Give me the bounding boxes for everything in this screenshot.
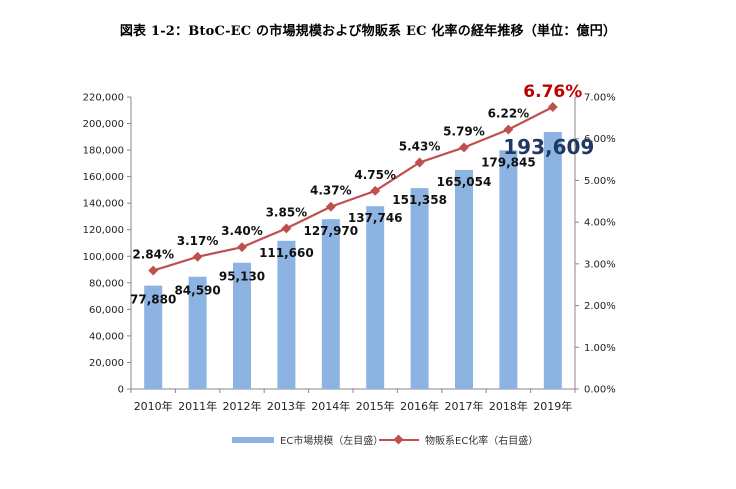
right-axis-tick-label: 3.00% <box>584 259 616 270</box>
line-data-label: 4.37% <box>310 184 352 198</box>
right-axis-tick-label: 1.00% <box>584 343 616 354</box>
left-axis-tick-label: 100,000 <box>83 252 124 263</box>
right-axis-tick-label: 7.00% <box>584 93 616 104</box>
left-axis-tick-label: 60,000 <box>89 305 124 316</box>
right-axis-tick-label: 2.00% <box>584 301 616 312</box>
line-data-label: 3.85% <box>266 205 308 219</box>
line-data-label: 5.79% <box>443 124 485 138</box>
bar-2015 <box>366 206 385 389</box>
line-data-label: 6.22% <box>488 107 530 121</box>
left-axis-tick-label: 200,000 <box>83 119 124 130</box>
x-axis-tick-label: 2010年 <box>134 399 173 413</box>
bar-data-label: 193,609 <box>503 135 594 159</box>
x-axis-tick-label: 2014年 <box>311 399 350 413</box>
right-axis-tick-label: 0.00% <box>584 385 616 396</box>
legend-label-ec-market: EC市場規模（左目盛） <box>280 436 384 447</box>
chart-title: 図表 1-2：BtoC-EC の市場規模および物販系 EC 化率の経年推移（単位… <box>119 24 617 39</box>
bar-2013 <box>277 240 296 389</box>
legend-label-ec-ratio: 物販系EC化率（右目盛） <box>425 436 539 447</box>
left-axis-tick-label: 40,000 <box>89 331 124 342</box>
x-axis-tick-label: 2019年 <box>533 399 572 413</box>
line-point-marker <box>459 142 469 153</box>
line-point-marker <box>148 265 159 276</box>
line-data-label: 5.43% <box>399 139 441 153</box>
left-axis-tick-label: 120,000 <box>83 225 124 236</box>
bar-data-label: 127,970 <box>303 224 358 238</box>
left-axis-tick-label: 160,000 <box>83 172 124 183</box>
line-point-marker <box>414 157 425 168</box>
line-data-label: 3.40% <box>221 224 263 238</box>
x-axis-tick-label: 2012年 <box>223 399 262 413</box>
bar-2010 <box>144 285 163 389</box>
bar-2019 <box>543 132 562 389</box>
line-point-marker <box>370 185 381 196</box>
bar-2017 <box>455 169 473 389</box>
line-point-marker <box>281 223 292 234</box>
bar-2016 <box>410 188 429 389</box>
legend-item-ec-market: EC市場規模（左目盛） <box>232 432 383 447</box>
x-axis-tick-label: 2013年 <box>267 399 306 413</box>
bar-data-label: 137,746 <box>348 211 403 225</box>
line-data-label: 2.84% <box>132 248 174 262</box>
x-axis-tick-label: 2018年 <box>489 399 528 413</box>
bar-series <box>144 132 562 389</box>
right-axis-tick-label: 6.00% <box>584 134 616 145</box>
line-data-label: 3.17% <box>177 234 219 248</box>
bar-data-label: 84,590 <box>174 284 220 298</box>
line-point-marker <box>503 124 514 135</box>
bar-data-label: 111,660 <box>259 246 314 260</box>
bar-data-label: 179,845 <box>481 155 536 169</box>
line-point-marker <box>192 251 203 262</box>
line-point-marker <box>547 102 558 112</box>
bar-data-label: 95,130 <box>219 270 265 284</box>
right-axis-tick-label: 5.00% <box>584 176 616 187</box>
left-axis-tick-label: 0 <box>118 385 124 396</box>
line-data-label: 4.75% <box>354 168 396 182</box>
line-data-label: 6.76% <box>523 82 582 102</box>
x-axis-tick-label: 2016年 <box>400 399 439 413</box>
bar-data-label: 151,358 <box>392 193 447 207</box>
left-axis-tick-label: 80,000 <box>89 278 124 289</box>
bar-2011 <box>188 276 207 389</box>
legend-bar-swatch <box>232 436 274 443</box>
left-axis-tick-label: 140,000 <box>83 199 124 210</box>
line-point-marker <box>325 201 336 212</box>
bar-data-label: 77,880 <box>130 293 176 307</box>
bar-2014 <box>321 219 340 389</box>
chart-axes: 0 20,000 40,000 60,000 80,000 100,000 120,000 1… <box>83 93 616 414</box>
bar-2012 <box>233 262 251 389</box>
ec-ratio-line <box>152 106 554 272</box>
x-axis-tick-label: 2017年 <box>445 399 484 413</box>
left-axis-tick-label: 20,000 <box>89 358 124 369</box>
line-point-marker <box>237 242 247 253</box>
bar-data-label: 165,054 <box>437 175 492 189</box>
left-axis-tick-label: 180,000 <box>83 146 124 157</box>
left-axis-tick-label: 220,000 <box>83 93 124 104</box>
x-axis-tick-label: 2015年 <box>356 399 395 413</box>
right-axis-tick-label: 4.00% <box>584 218 616 229</box>
x-axis-tick-label: 2011年 <box>178 399 217 413</box>
bar-2018 <box>499 150 518 389</box>
line-series <box>148 102 558 276</box>
legend-line-swatch <box>379 435 419 445</box>
line-data-labels: 2.84%3.17%3.40%3.85%4.37%4.75% 5.43%5.79%… <box>132 82 582 262</box>
legend-item-ec-ratio: 物販系EC化率（右目盛） <box>379 432 538 447</box>
